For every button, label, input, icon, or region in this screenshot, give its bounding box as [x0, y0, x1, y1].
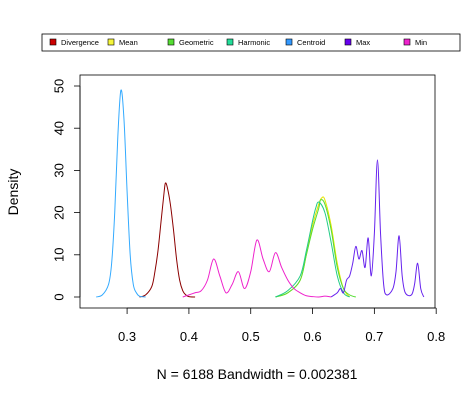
- legend-label: Harmonic: [238, 38, 270, 47]
- legend-item-harmonic: Harmonic: [226, 38, 270, 47]
- legend-label: Centroid: [297, 38, 325, 47]
- legend-item-geometric: Geometric: [167, 38, 214, 47]
- series-line-min: [182, 239, 332, 298]
- legend-item-mean: Mean: [107, 38, 138, 47]
- x-tick-label: 0.7: [365, 329, 383, 344]
- x-tick-label: 0.4: [180, 329, 198, 344]
- series-line-harmonic: [275, 201, 350, 298]
- legend-swatch: [49, 38, 57, 46]
- legend-label: Geometric: [179, 38, 214, 47]
- x-tick-label: 0.6: [304, 329, 322, 344]
- y-axis-label: Density: [5, 169, 21, 216]
- legend-frame: [41, 33, 461, 52]
- y-tick-label: 20: [52, 205, 67, 219]
- x-axis-label: N = 6188 Bandwidth = 0.002381: [157, 366, 358, 382]
- legend-swatch: [344, 38, 352, 46]
- legend-swatch: [403, 38, 411, 46]
- series-line-centroid: [96, 89, 146, 298]
- x-tick-label: 0.3: [118, 329, 136, 344]
- y-tick-label: 10: [52, 248, 67, 262]
- legend-label: Max: [356, 38, 370, 47]
- legend-swatch: [167, 38, 175, 46]
- legend-item-divergence: Divergence: [49, 38, 99, 47]
- legend-label: Divergence: [61, 38, 99, 47]
- legend-swatch: [107, 38, 115, 46]
- y-tick-label: 50: [52, 79, 67, 93]
- legend-swatch: [226, 38, 234, 46]
- y-tick-label: 30: [52, 163, 67, 177]
- legend-item-centroid: Centroid: [285, 38, 325, 47]
- x-tick-label: 0.8: [427, 329, 445, 344]
- y-axis: 0 10 20 30 40 50: [52, 79, 81, 301]
- legend-label: Min: [415, 38, 427, 47]
- legend-swatch: [285, 38, 293, 46]
- series-layer: [96, 89, 425, 298]
- legend: Divergence Mean Geometric Harmonic Centroid M…: [41, 33, 461, 52]
- y-tick-label: 0: [52, 293, 67, 300]
- x-axis: 0.3 0.4 0.5 0.6 0.7 0.8: [118, 307, 445, 344]
- x-tick-label: 0.5: [242, 329, 260, 344]
- legend-item-min: Min: [403, 38, 427, 47]
- y-tick-label: 40: [52, 121, 67, 135]
- legend-label: Mean: [119, 38, 138, 47]
- series-line-max: [330, 159, 425, 298]
- legend-item-max: Max: [344, 38, 370, 47]
- series-line-divergence: [139, 182, 196, 298]
- series-line-geometric: [275, 199, 356, 298]
